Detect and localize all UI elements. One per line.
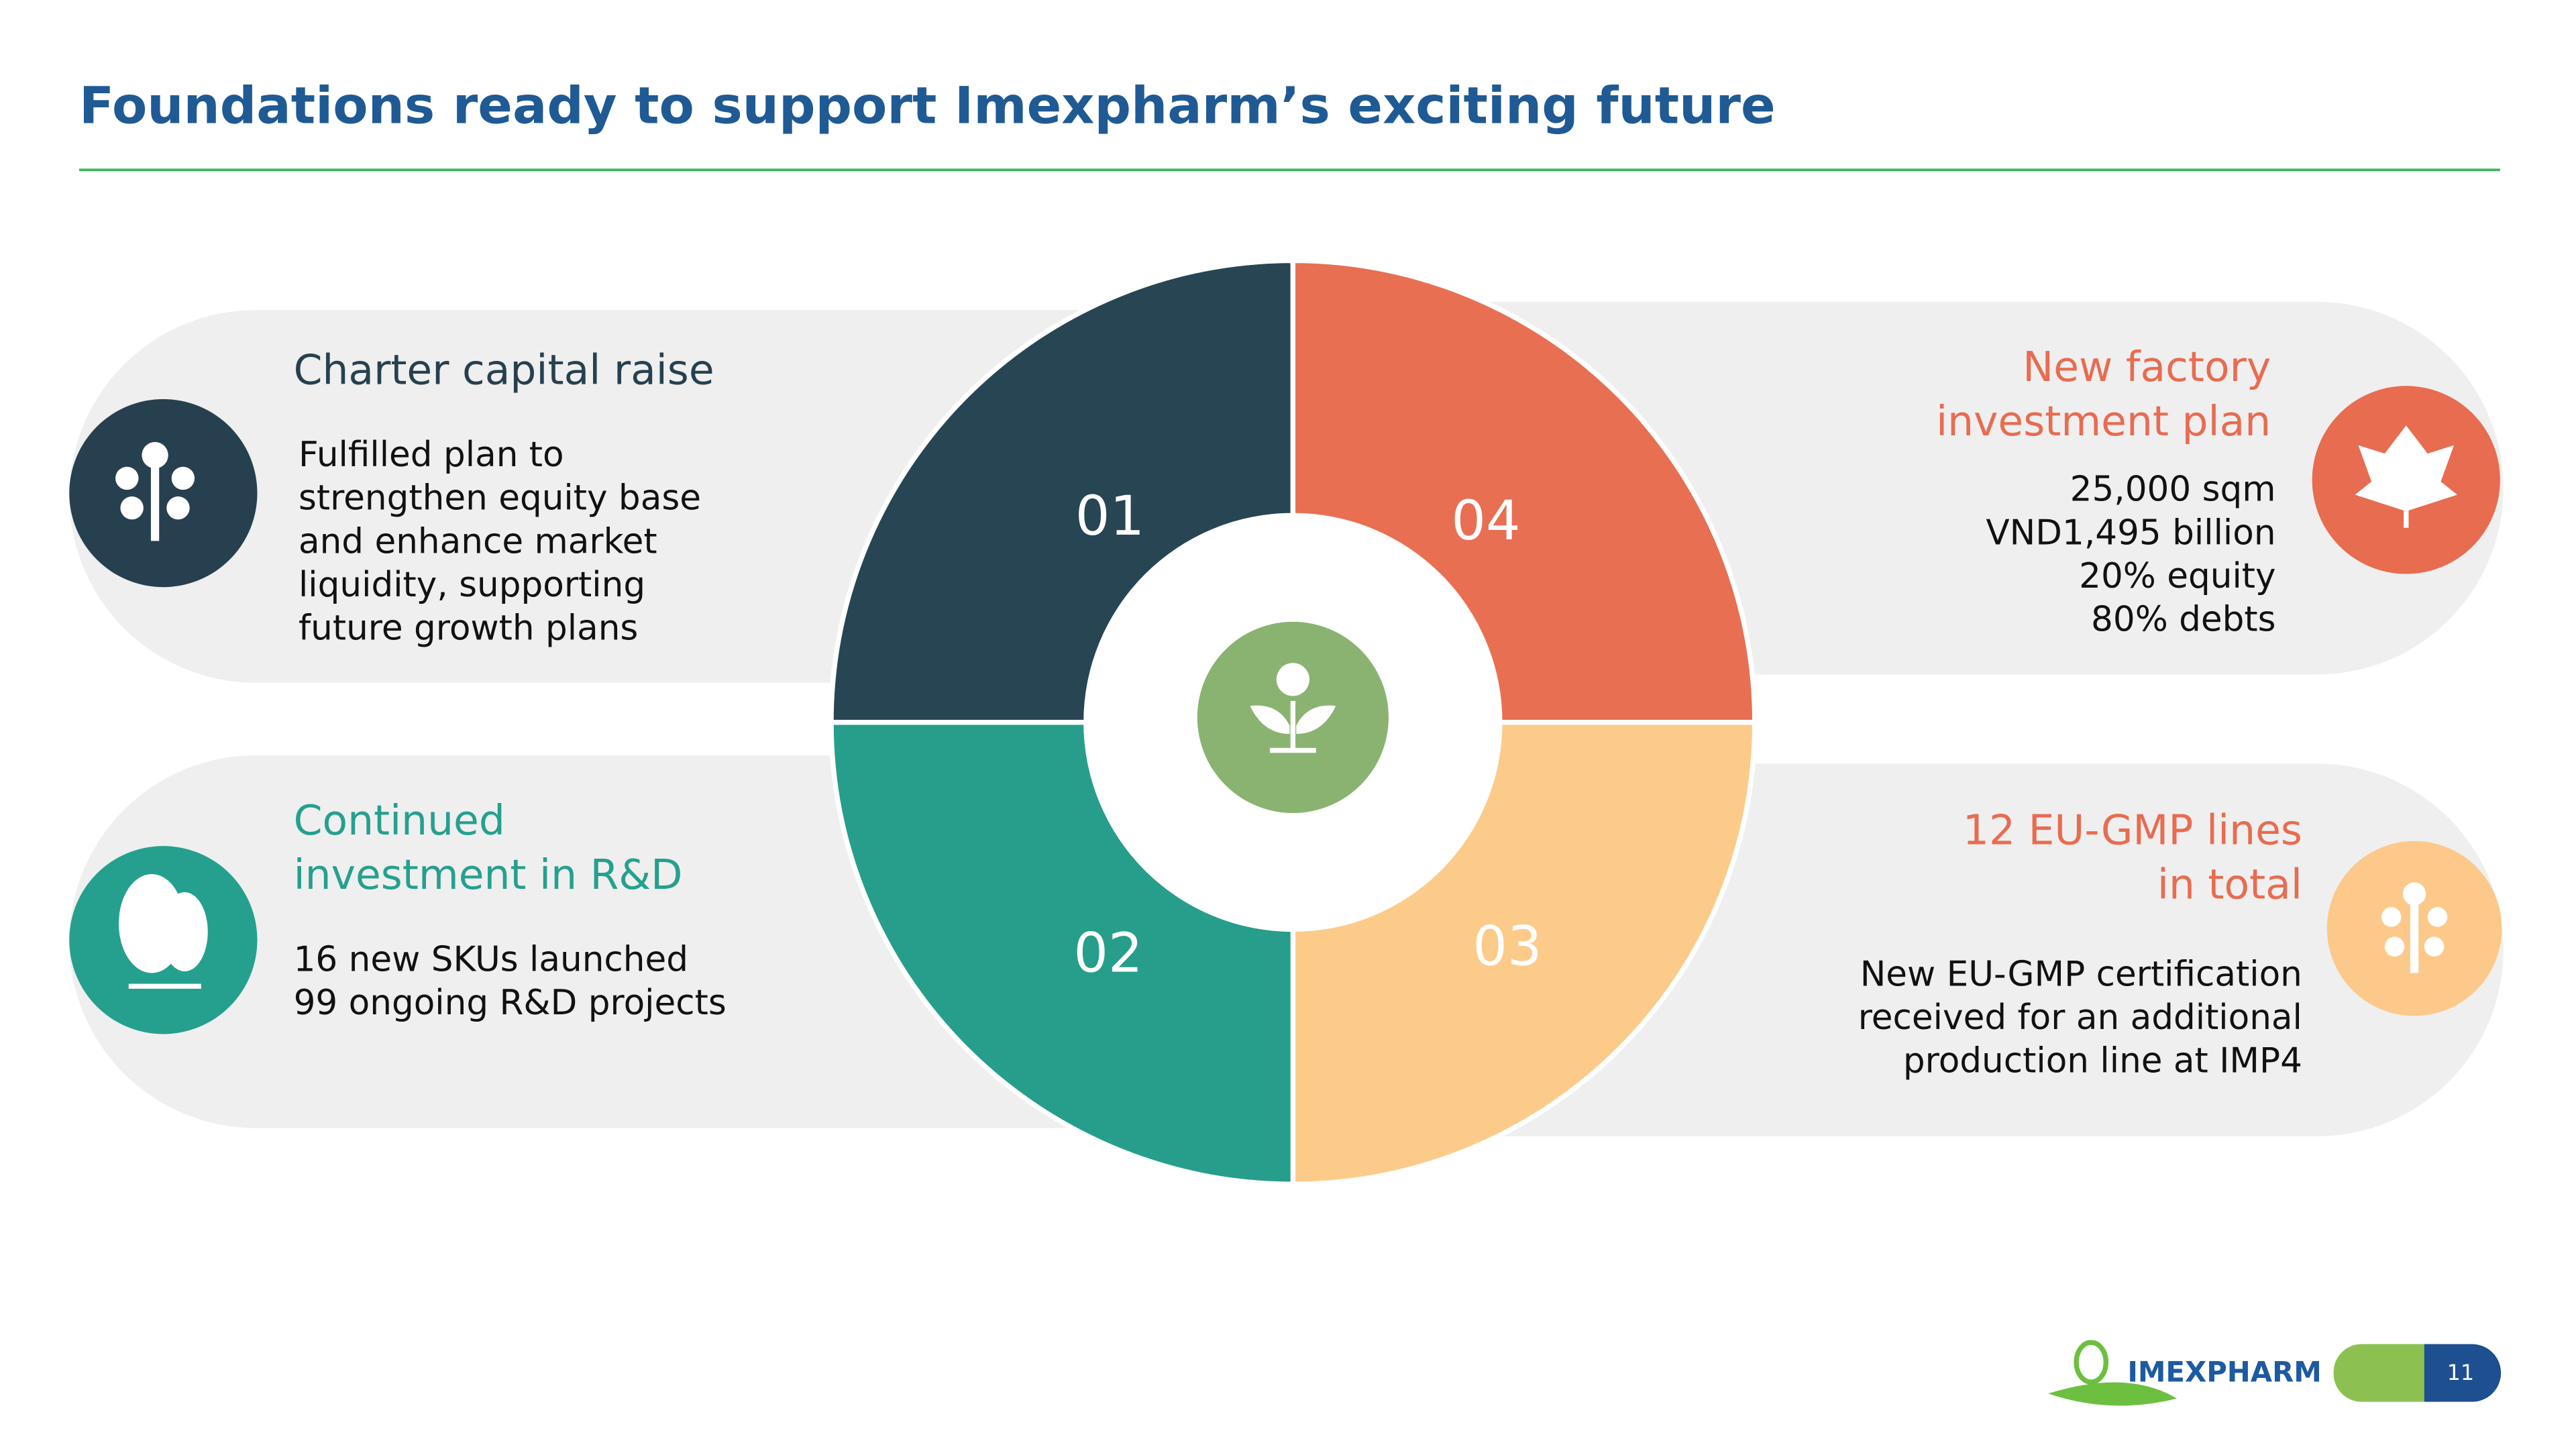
quadrant-body: 20% equity (2079, 556, 2275, 596)
logo-text: IMEXPHARM (2127, 1355, 2322, 1388)
quadrant-number: 04 (1451, 490, 1520, 553)
quadrant-title: Continued (294, 797, 505, 845)
slide-title: Foundations ready to support Imexpharm’s… (79, 75, 1776, 135)
quadrant-title: 12 EU-GMP lines (1963, 807, 2302, 855)
quadrant-body: production line at IMP4 (1903, 1041, 2302, 1081)
quadrant-body: Fulfilled plan to (299, 435, 564, 475)
quadrant-body: 16 new SKUs launched (294, 939, 688, 979)
page-number: 11 (2447, 1360, 2475, 1385)
quadrant-title: investment in R&D (294, 851, 683, 899)
quadrant-title: investment plan (1936, 398, 2271, 445)
quadrant-body: received for an additional (1858, 998, 2302, 1038)
logo-mark (2074, 1340, 2109, 1385)
quadrant-number: 03 (1472, 916, 1542, 979)
quadrant-body: 25,000 sqm (2070, 470, 2276, 510)
quadrant-body: 80% debts (2091, 600, 2276, 640)
quadrant-body: VND1,495 billion (1986, 513, 2275, 553)
quadrant-number: 02 (1073, 922, 1142, 985)
quadrant-body: strengthen equity base (299, 478, 701, 519)
center-flower (1250, 663, 1336, 753)
quadrant-body: New EU-GMP certification (1860, 954, 2302, 994)
icon-circle (69, 398, 258, 588)
page-pill-end (2424, 1344, 2502, 1402)
icon-glyphs (115, 425, 2457, 989)
quadrant-title: Charter capital raise (294, 347, 714, 394)
quadrant-title: in total (2157, 861, 2302, 909)
quadrant-body: future growth plans (299, 608, 638, 649)
quadrant-body: 99 ongoing R&D projects (294, 983, 727, 1023)
quadrant-body: and enhance market (299, 521, 657, 561)
logo-swoosh (2048, 1382, 2178, 1406)
quadrant-number: 01 (1075, 485, 1144, 548)
quadrant-body: liquidity, supporting (299, 565, 645, 605)
quadrant-title: New factory (2023, 343, 2271, 391)
